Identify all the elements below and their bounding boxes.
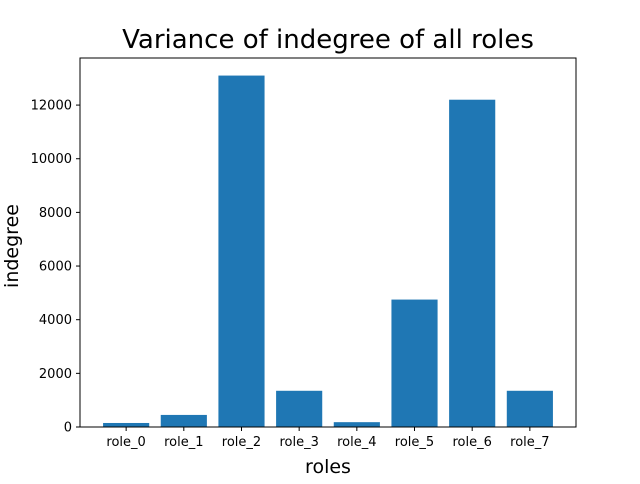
x-tick-label-role_4: role_4 xyxy=(337,435,376,450)
y-tick-label-12000: 12000 xyxy=(31,99,72,114)
y-tick-label-8000: 8000 xyxy=(39,206,72,221)
x-tick-label-role_2: role_2 xyxy=(222,435,261,450)
bars-layer xyxy=(103,75,553,428)
x-axis-label: roles xyxy=(305,456,351,478)
chart-title: Variance of indegree of all roles xyxy=(122,25,534,55)
x-tick-label-role_5: role_5 xyxy=(395,435,434,450)
bar-role_3 xyxy=(276,390,323,427)
y-tick-label-2000: 2000 xyxy=(39,367,72,382)
bar-role_6 xyxy=(449,99,496,427)
x-tick-label-role_7: role_7 xyxy=(510,435,549,450)
bar-role_2 xyxy=(218,75,265,428)
x-tick-label-role_0: role_0 xyxy=(106,435,145,450)
bar-role_5 xyxy=(391,299,438,427)
plot-frame xyxy=(79,57,577,428)
bar-role_7 xyxy=(506,390,553,427)
y-axis-label: indegree xyxy=(1,204,23,288)
bar-role_0 xyxy=(103,422,150,427)
bar-role_1 xyxy=(160,414,207,427)
y-tick-label-6000: 6000 xyxy=(39,260,72,275)
y-tick-label-0: 0 xyxy=(64,421,72,436)
axes-layer: role_0 role_1 role_2 role_3 role_4 role_5 role… xyxy=(31,57,577,450)
y-tick-label-10000: 10000 xyxy=(31,152,72,167)
x-tick-label-role_6: role_6 xyxy=(452,435,491,450)
x-tick-label-role_3: role_3 xyxy=(279,435,318,450)
bar-role_4 xyxy=(333,422,380,427)
x-tick-label-role_1: role_1 xyxy=(164,435,203,450)
y-tick-label-4000: 4000 xyxy=(39,313,72,328)
